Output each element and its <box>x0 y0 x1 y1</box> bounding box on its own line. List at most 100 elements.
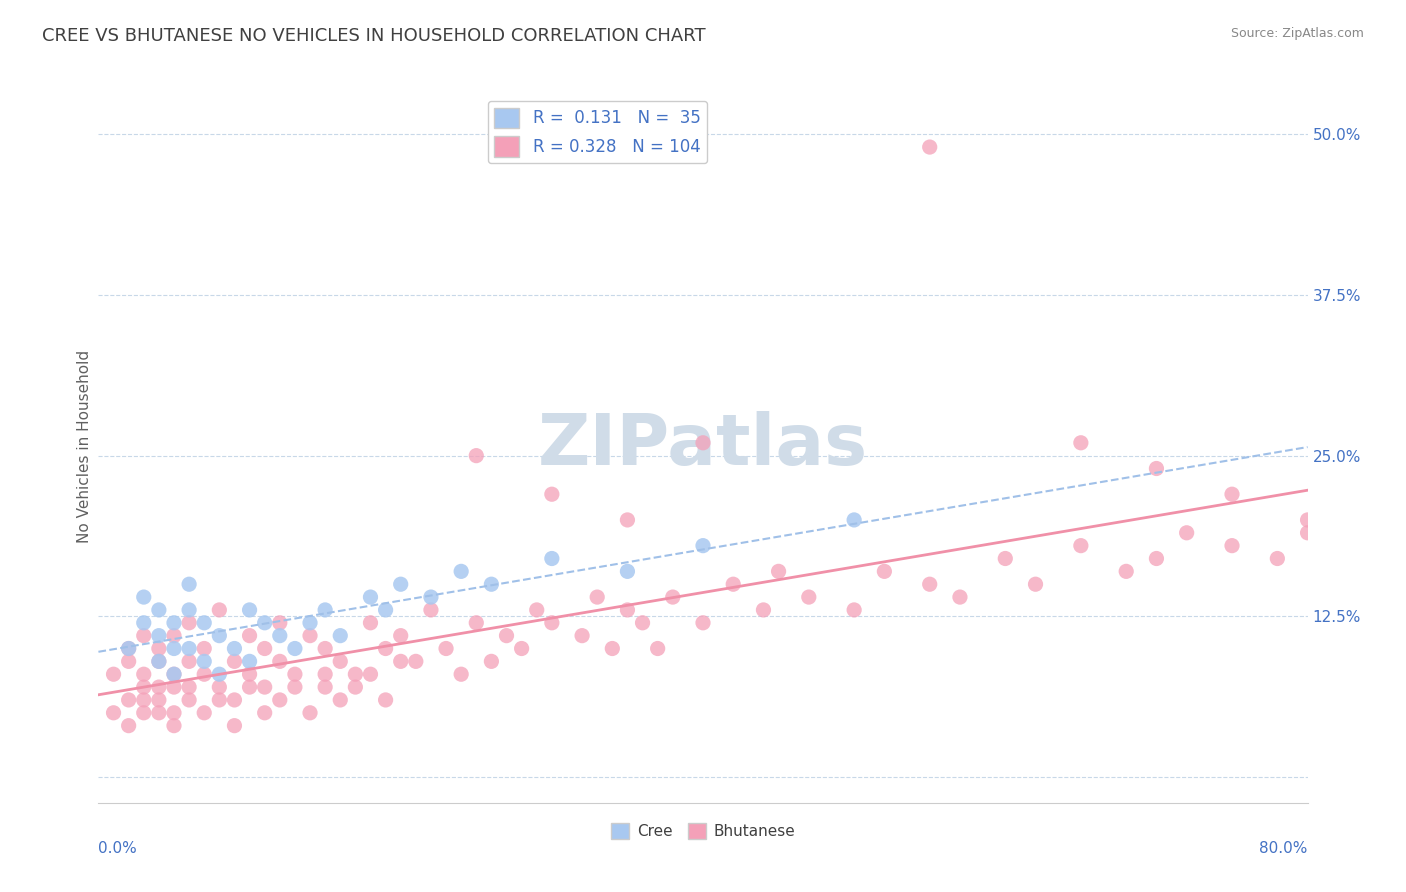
Point <box>692 435 714 450</box>
Point <box>420 603 443 617</box>
Point <box>450 565 472 579</box>
Text: CREE VS BHUTANESE NO VEHICLES IN HOUSEHOLD CORRELATION CHART: CREE VS BHUTANESE NO VEHICLES IN HOUSEHO… <box>42 27 706 45</box>
Point <box>208 629 231 643</box>
Point <box>949 590 972 604</box>
Point <box>329 629 352 643</box>
Point <box>163 680 186 694</box>
Point <box>208 693 231 707</box>
Point <box>253 680 276 694</box>
Point <box>118 641 141 656</box>
Point <box>1296 525 1319 540</box>
Point <box>314 667 336 681</box>
Text: 80.0%: 80.0% <box>1260 841 1308 856</box>
Point <box>540 615 562 630</box>
Point <box>616 565 638 579</box>
Point <box>179 603 201 617</box>
Point <box>586 590 609 604</box>
Point <box>148 706 170 720</box>
Point <box>284 680 307 694</box>
Point <box>208 680 231 694</box>
Point <box>420 590 443 604</box>
Point <box>723 577 745 591</box>
Point <box>314 680 336 694</box>
Point <box>148 629 170 643</box>
Point <box>450 667 472 681</box>
Point <box>118 719 141 733</box>
Legend: Cree, Bhutanese: Cree, Bhutanese <box>605 817 801 845</box>
Point <box>179 693 201 707</box>
Point <box>239 654 262 668</box>
Point <box>269 654 291 668</box>
Point <box>540 487 562 501</box>
Point <box>1220 487 1243 501</box>
Point <box>148 641 170 656</box>
Point <box>224 654 246 668</box>
Point <box>434 641 457 656</box>
Point <box>918 577 941 591</box>
Point <box>1024 577 1046 591</box>
Point <box>253 706 276 720</box>
Point <box>510 641 533 656</box>
Point <box>224 641 246 656</box>
Point <box>374 693 396 707</box>
Point <box>148 603 170 617</box>
Point <box>329 654 352 668</box>
Point <box>193 641 215 656</box>
Point <box>132 667 155 681</box>
Point <box>132 615 155 630</box>
Point <box>179 680 201 694</box>
Point <box>163 641 186 656</box>
Point <box>284 667 307 681</box>
Point <box>571 629 593 643</box>
Point <box>526 603 548 617</box>
Point <box>118 641 141 656</box>
Point <box>405 654 427 668</box>
Point <box>1175 525 1198 540</box>
Point <box>299 629 322 643</box>
Point <box>269 629 291 643</box>
Point <box>208 667 231 681</box>
Point <box>1144 461 1167 475</box>
Text: 0.0%: 0.0% <box>98 841 138 856</box>
Point <box>1267 551 1289 566</box>
Point <box>148 654 170 668</box>
Point <box>239 667 262 681</box>
Point <box>103 706 125 720</box>
Point <box>163 667 186 681</box>
Point <box>389 577 412 591</box>
Point <box>844 603 866 617</box>
Point <box>495 629 517 643</box>
Point <box>163 629 186 643</box>
Point <box>540 551 562 566</box>
Point <box>360 590 382 604</box>
Point <box>389 654 412 668</box>
Point <box>360 615 382 630</box>
Point <box>284 641 307 656</box>
Point <box>299 615 322 630</box>
Point <box>193 667 215 681</box>
Point <box>1220 539 1243 553</box>
Point <box>661 590 683 604</box>
Point <box>132 706 155 720</box>
Point <box>994 551 1017 566</box>
Point <box>148 693 170 707</box>
Point <box>118 654 141 668</box>
Point <box>224 719 246 733</box>
Point <box>193 654 215 668</box>
Point <box>148 654 170 668</box>
Point <box>253 615 276 630</box>
Y-axis label: No Vehicles in Household: No Vehicles in Household <box>77 350 91 542</box>
Point <box>1296 513 1319 527</box>
Point <box>602 641 624 656</box>
Point <box>1070 539 1092 553</box>
Point <box>616 513 638 527</box>
Point <box>918 140 941 154</box>
Point <box>253 641 276 656</box>
Point <box>329 693 352 707</box>
Point <box>193 615 215 630</box>
Point <box>314 641 336 656</box>
Point <box>269 693 291 707</box>
Point <box>179 654 201 668</box>
Point <box>239 603 262 617</box>
Point <box>239 629 262 643</box>
